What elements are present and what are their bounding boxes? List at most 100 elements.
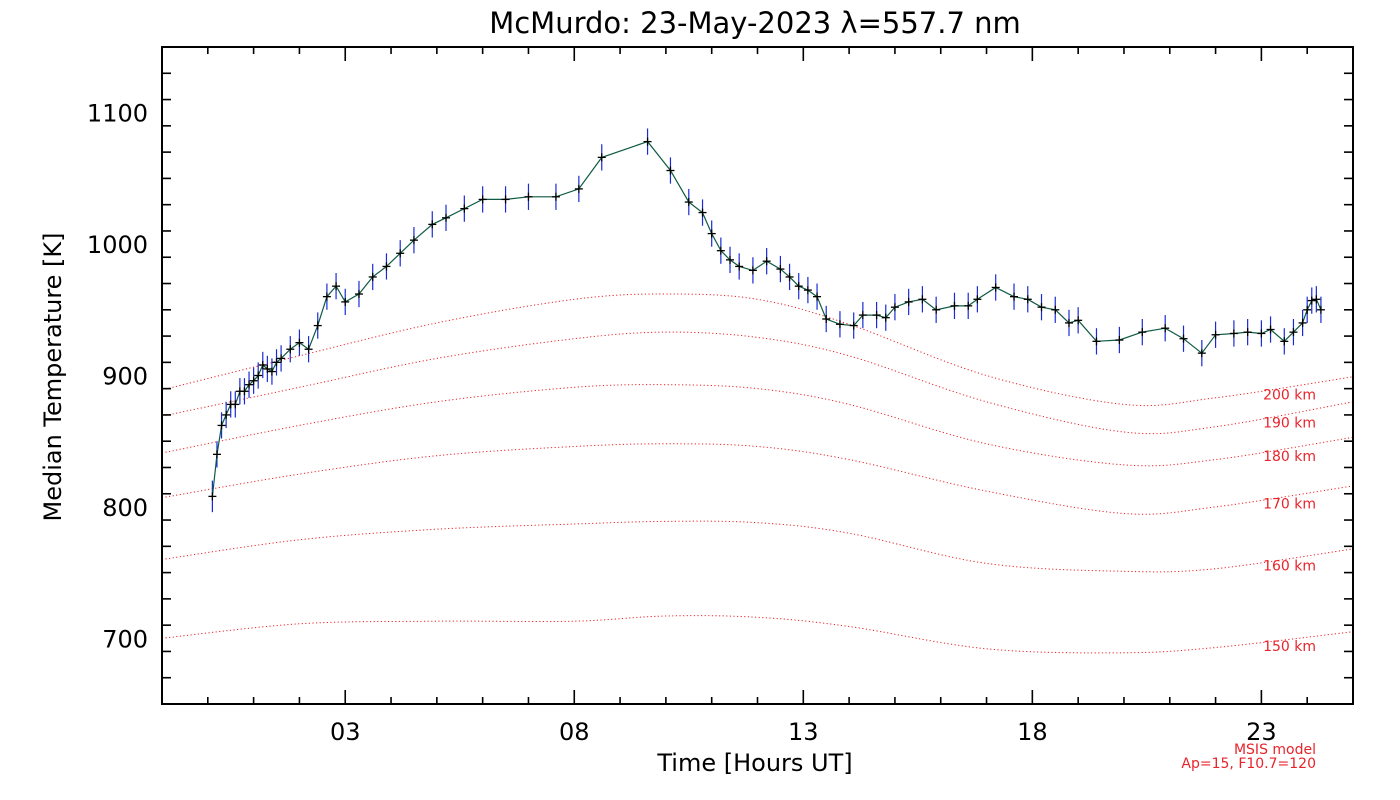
data-point (1092, 337, 1101, 346)
model-curve-label: 160 km (1263, 559, 1316, 575)
chart-title: McMurdo: 23-May-2023 λ=557.7 nm (489, 6, 1021, 40)
data-point (1316, 305, 1325, 314)
data-point (762, 257, 771, 266)
data-point (409, 236, 418, 245)
model-curve-label: 190 km (1263, 415, 1316, 431)
data-point (643, 137, 652, 146)
data-point (551, 192, 560, 201)
data-point (932, 305, 941, 314)
data-point (803, 286, 812, 295)
data-point (460, 204, 469, 213)
x-tick-label: 03 (330, 718, 361, 746)
data-point (813, 292, 822, 301)
data-point (918, 295, 927, 304)
data-point (849, 321, 858, 330)
data-point (322, 292, 331, 301)
data-point (574, 184, 583, 193)
data-point (240, 387, 249, 396)
model-note-line1: MSIS model (1234, 742, 1316, 758)
x-tick-label: 18 (1017, 718, 1048, 746)
data-point (1037, 303, 1046, 312)
data-point (368, 272, 377, 281)
data-point (698, 208, 707, 217)
data-point (735, 262, 744, 271)
model-curve-label: 180 km (1263, 449, 1316, 465)
y-tick-label: 800 (102, 494, 148, 522)
data-point (794, 282, 803, 291)
data-point (442, 213, 451, 222)
model-curve-label: 200 km (1263, 388, 1316, 404)
data-point (973, 295, 982, 304)
data-point (1023, 295, 1032, 304)
data-point (231, 400, 240, 409)
data-point (881, 313, 890, 322)
data-point (904, 297, 913, 306)
data-point (249, 376, 258, 385)
data-point (263, 364, 272, 373)
data-point (478, 195, 487, 204)
plot-frame (161, 46, 1354, 705)
model-curve-190-km (161, 331, 1354, 435)
y-tick-label: 1100 (87, 100, 148, 128)
x-axis-label: Time [Hours UT] (656, 749, 852, 777)
y-tick-label: 900 (102, 363, 148, 391)
model-curve-150-km (161, 615, 1354, 654)
data-point (1010, 292, 1019, 301)
data-point (835, 320, 844, 329)
data-point (1312, 295, 1321, 304)
data-point (597, 153, 606, 162)
x-tick-label: 08 (559, 718, 590, 746)
model-curve-label: 170 km (1263, 497, 1316, 513)
data-point (272, 358, 281, 367)
data-point (396, 249, 405, 258)
data-point (1051, 305, 1060, 314)
data-point (1257, 329, 1266, 338)
temperature-series (208, 128, 1325, 513)
data-point (254, 371, 263, 380)
data-point (258, 360, 267, 369)
data-point (332, 282, 341, 291)
data-point (1115, 336, 1124, 345)
data-point (666, 166, 675, 175)
data-point (1229, 329, 1238, 338)
model-note-line2: Ap=15, F10.7=120 (1181, 756, 1316, 772)
data-point (890, 303, 899, 312)
data-point (1266, 325, 1275, 334)
series-line (211, 140, 1322, 497)
y-tick-label: 700 (102, 625, 148, 653)
data-point (1197, 349, 1206, 358)
data-point (524, 192, 533, 201)
data-point (1211, 330, 1220, 339)
x-tick-label: 13 (788, 718, 819, 746)
model-curve-170-km (161, 443, 1354, 515)
data-point (1289, 328, 1298, 337)
data-point (991, 283, 1000, 292)
model-curve-160-km (161, 520, 1354, 573)
model-curve-180-km (161, 384, 1354, 467)
data-point (212, 450, 221, 459)
data-point (726, 255, 735, 264)
data-point (1243, 328, 1252, 337)
data-point (684, 198, 693, 207)
data-point (964, 301, 973, 310)
data-point (716, 246, 725, 255)
data-point (208, 492, 217, 501)
data-point (1138, 328, 1147, 337)
y-axis-label: Median Temperature [K] (39, 232, 67, 521)
model-curve-200-km (161, 293, 1354, 407)
data-point (1064, 318, 1073, 327)
data-point (950, 301, 959, 310)
data-point (1303, 305, 1312, 314)
data-point (858, 311, 867, 320)
data-point (707, 229, 716, 238)
data-point (501, 195, 510, 204)
data-point (286, 345, 295, 354)
data-point (822, 314, 831, 323)
data-point (872, 311, 881, 320)
data-point (245, 380, 254, 389)
data-point (341, 297, 350, 306)
tick-labels: 03 08 13 18 23 700 800 900 1000 1100 (87, 100, 1277, 746)
data-point (776, 265, 785, 274)
y-tick-label: 1000 (87, 231, 148, 259)
